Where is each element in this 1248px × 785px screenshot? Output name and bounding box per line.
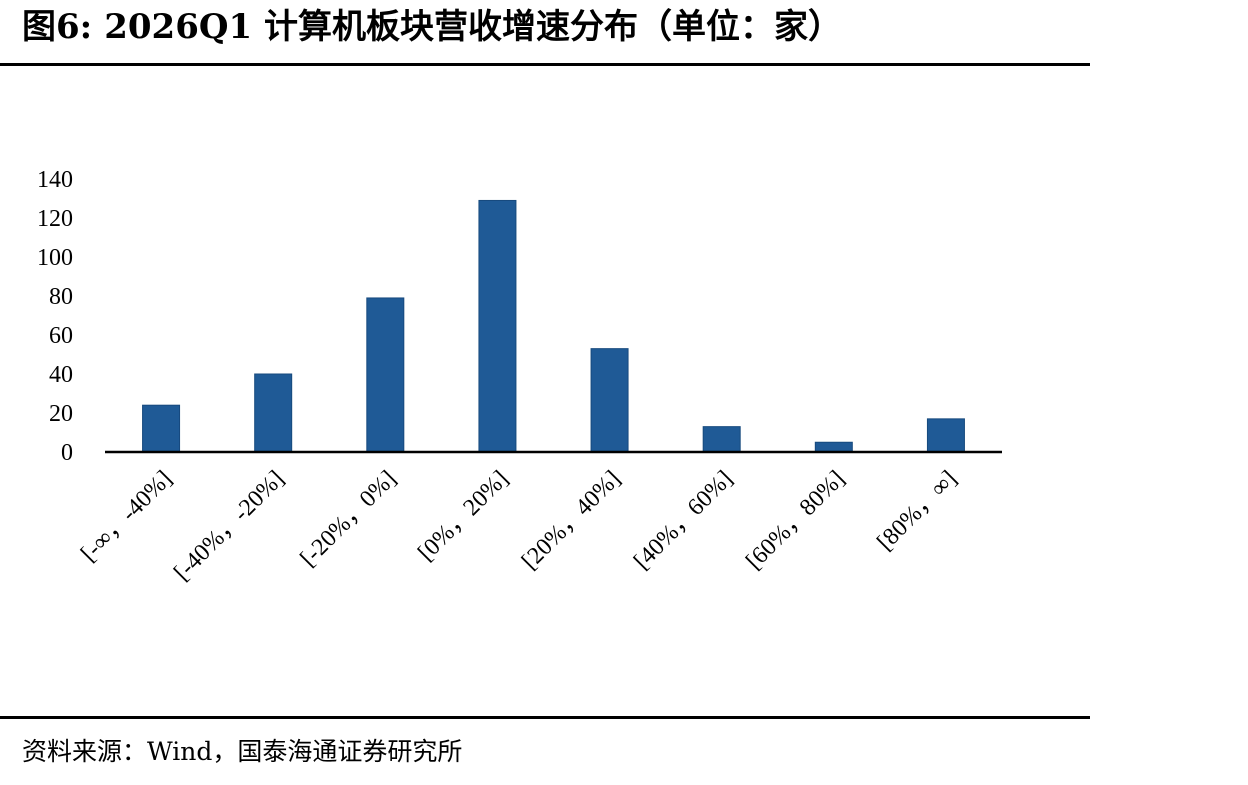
title-rule	[0, 63, 1090, 66]
source-note: 资料来源：Wind，国泰海通证券研究所	[22, 737, 463, 766]
y-tick-label: 80	[49, 284, 73, 310]
bar	[366, 297, 405, 453]
bar	[478, 199, 517, 453]
x-tick-label: [-40%，-20%]	[169, 466, 289, 586]
y-tick-label: 0	[61, 440, 73, 466]
y-tick-label: 40	[49, 362, 73, 388]
y-tick-label: 60	[49, 323, 73, 349]
figure-label: 图6:	[22, 7, 93, 47]
y-axis-ticks: 0 20 40 60 80 100 120 140	[37, 167, 73, 466]
x-tick-label: [0%，20%]	[413, 466, 513, 566]
bar	[814, 441, 853, 453]
x-tick-label: [20%，40%]	[517, 466, 626, 575]
figure-title-text: 2026Q1 计算机板块营收增速分布（单位：家）	[104, 7, 842, 47]
y-tick-label: 120	[37, 206, 73, 232]
figure-title: 图6: 2026Q1 计算机板块营收增速分布（单位：家）	[22, 4, 842, 50]
bar	[702, 426, 741, 453]
y-tick-label: 140	[37, 167, 73, 193]
y-tick-label: 100	[37, 245, 73, 271]
bar	[254, 373, 293, 453]
x-tick-label: [60%，80%]	[741, 466, 850, 575]
bar	[926, 418, 965, 453]
bar	[590, 348, 629, 453]
source-rule	[0, 716, 1090, 719]
x-tick-label: [80%，∞]	[872, 466, 962, 556]
x-tick-label: [-20%，0%]	[296, 466, 402, 572]
bar	[142, 404, 181, 453]
x-axis-ticks: [-∞，-40%][-40%，-20%] [-20%，0%] [0%，20%] [20…	[76, 466, 962, 586]
x-tick-label: [40%，60%]	[629, 466, 738, 575]
bars	[142, 199, 965, 453]
x-tick-label: [-∞，-40%]	[76, 466, 177, 567]
y-tick-label: 20	[49, 401, 73, 427]
